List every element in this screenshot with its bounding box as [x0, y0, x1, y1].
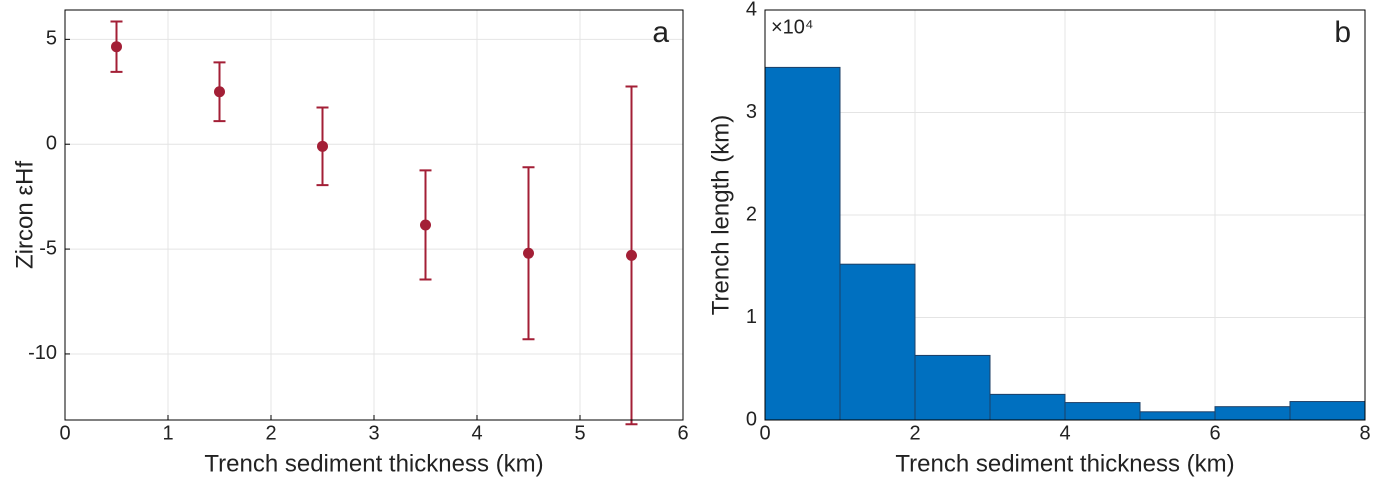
y-multiplier: ×10⁴ [771, 16, 814, 38]
histogram-bar [839, 263, 916, 421]
x-tick-label: 0 [759, 422, 770, 444]
y-tick-label: -5 [39, 237, 57, 259]
x-tick-label: 4 [1059, 422, 1070, 444]
panel-label: b [1334, 16, 1351, 49]
y-tick-label: 3 [746, 101, 757, 123]
data-point [420, 219, 431, 231]
histogram-bar [1214, 406, 1291, 421]
y-tick-label: 0 [46, 133, 57, 155]
y-tick-label: 2 [746, 203, 757, 225]
data-point [626, 249, 637, 261]
x-axis-label: Trench sediment thickness (km) [895, 450, 1234, 477]
plot-frame [64, 9, 684, 421]
y-axis-label: Zircon εHf [11, 161, 38, 269]
histogram-bar [989, 393, 1066, 421]
y-tick-label: 0 [746, 408, 757, 430]
x-axis-label: Trench sediment thickness (km) [204, 450, 543, 477]
histogram-bar [1289, 401, 1366, 421]
data-point [214, 86, 225, 98]
y-tick-label: 4 [746, 0, 757, 20]
panel-label: a [652, 16, 669, 49]
x-tick-label: 6 [1209, 422, 1220, 444]
x-tick-label: 5 [574, 422, 585, 444]
histogram-bar [914, 354, 991, 421]
x-tick-label: 3 [368, 422, 379, 444]
histogram-bar [1139, 411, 1216, 421]
x-tick-label: 2 [909, 422, 920, 444]
x-tick-label: 6 [677, 422, 688, 444]
x-tick-label: 2 [265, 422, 276, 444]
x-tick-label: 0 [59, 422, 70, 444]
y-tick-label: 1 [746, 306, 757, 328]
y-tick-label: -10 [28, 342, 57, 364]
x-tick-label: 1 [162, 422, 173, 444]
x-tick-label: 4 [471, 422, 482, 444]
data-point [523, 247, 534, 259]
plot-frame [764, 9, 1366, 421]
x-tick-label: 8 [1359, 422, 1370, 444]
histogram-bar [1064, 402, 1141, 421]
y-axis-label: Trench length (km) [707, 115, 734, 316]
data-point [317, 140, 328, 152]
data-point [111, 41, 122, 53]
histogram-bar [764, 66, 841, 421]
y-tick-label: 5 [46, 28, 57, 50]
